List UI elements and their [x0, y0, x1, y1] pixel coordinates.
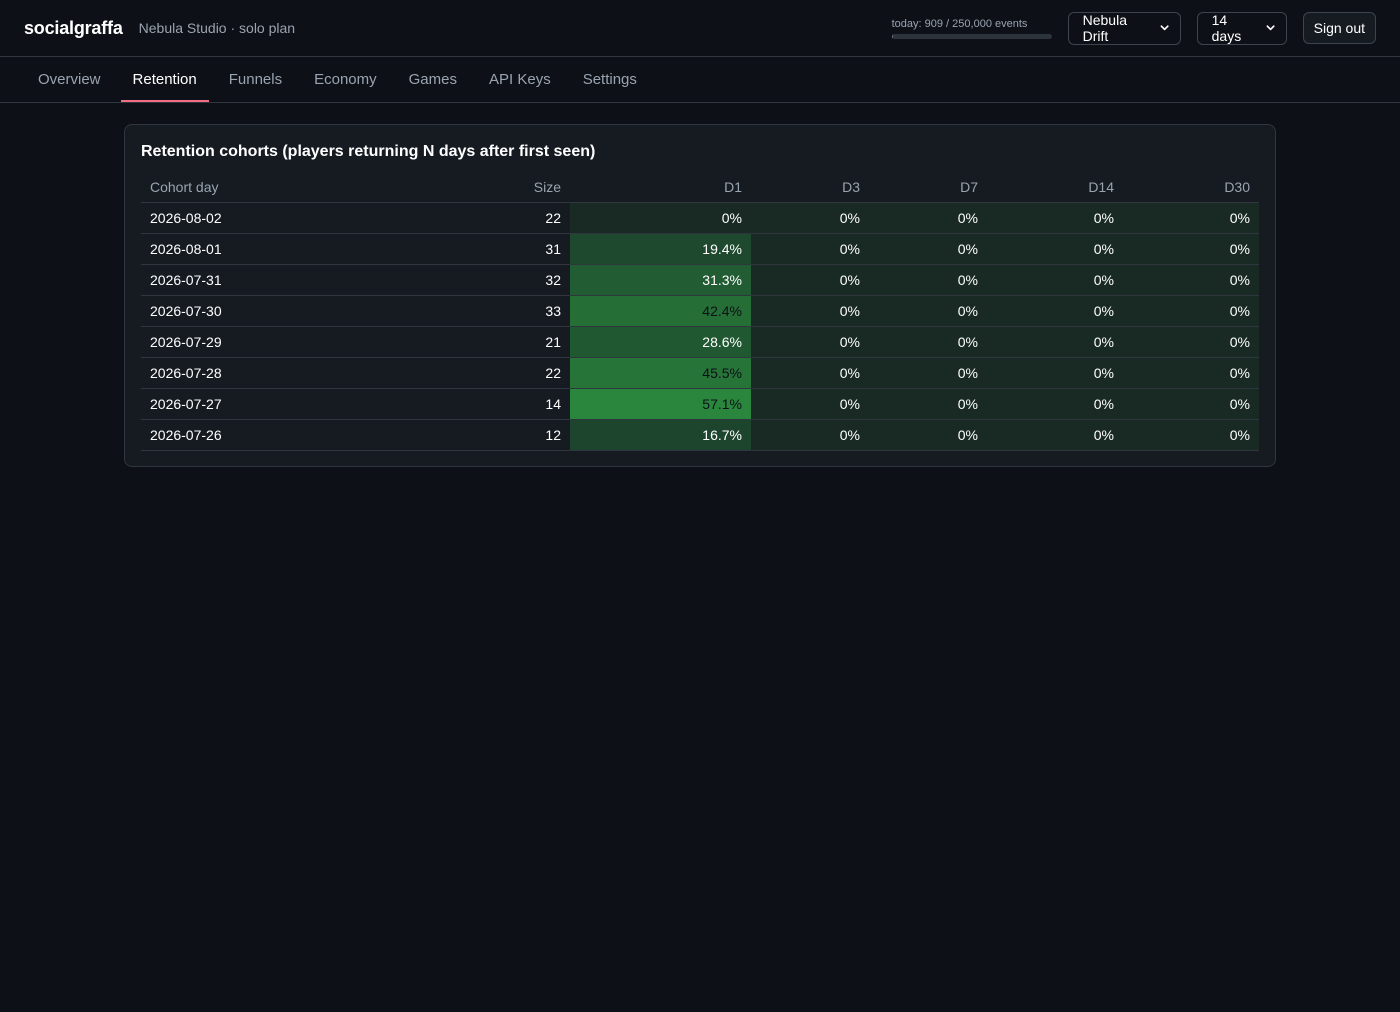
tab-funnels[interactable]: Funnels: [228, 71, 283, 88]
column-header-d30: D30: [1123, 172, 1259, 203]
retention-d1-cell: 57.1%: [570, 388, 751, 420]
retention-d30-cell: 0%: [1123, 233, 1259, 265]
retention-d14-cell: 0%: [987, 295, 1123, 327]
retention-d30-cell: 0%: [1123, 202, 1259, 234]
tab-settings[interactable]: Settings: [582, 71, 637, 88]
retention-d3-cell: 0%: [751, 326, 869, 358]
retention-d14-cell: 0%: [987, 326, 1123, 358]
cohort-size-cell: 22: [481, 202, 570, 234]
cohort-day-cell: 2026-08-02: [141, 202, 481, 234]
retention-table: Cohort day Size D1 D3 D7 D14 D30 2026-08…: [141, 172, 1259, 451]
tab-api-keys[interactable]: API Keys: [489, 71, 551, 88]
retention-d1-cell: 42.4%: [570, 295, 751, 327]
usage-meter: today: 909 / 250,000 events: [891, 17, 1052, 39]
retention-d7-cell: 0%: [869, 233, 987, 265]
retention-d14-cell: 0%: [987, 264, 1123, 296]
table-row: 2026-08-01 31 19.4% 0% 0% 0% 0%: [141, 233, 1259, 265]
cohort-day-cell: 2026-07-30: [141, 295, 481, 327]
column-header-size: Size: [481, 172, 570, 203]
usage-text: today: 909 / 250,000 events: [891, 17, 1028, 30]
cohort-day-cell: 2026-07-28: [141, 357, 481, 389]
table-header-row: Cohort day Size D1 D3 D7 D14 D30: [141, 172, 1259, 203]
tab-overview[interactable]: Overview: [38, 71, 101, 88]
retention-d14-cell: 0%: [987, 357, 1123, 389]
table-row: 2026-07-27 14 57.1% 0% 0% 0% 0%: [141, 388, 1259, 420]
tab-retention[interactable]: Retention: [120, 57, 209, 102]
retention-d3-cell: 0%: [751, 264, 869, 296]
retention-d3-cell: 0%: [751, 202, 869, 234]
chevron-down-icon: [1267, 25, 1276, 31]
column-header-d7: D7: [869, 172, 987, 203]
retention-table-body: 2026-08-02 22 0% 0% 0% 0% 0% 2026-08-01 31 19.4% 0…: [141, 202, 1259, 451]
table-row: 2026-07-28 22 45.5% 0% 0% 0% 0%: [141, 357, 1259, 389]
usage-track: [891, 33, 1052, 39]
cohort-day-cell: 2026-08-01: [141, 233, 481, 265]
retention-d7-cell: 0%: [869, 202, 987, 234]
retention-d3-cell: 0%: [751, 357, 869, 389]
column-header-d3: D3: [751, 172, 869, 203]
retention-d14-cell: 0%: [987, 233, 1123, 265]
nav-tabs: Overview Retention Funnels Economy Games…: [0, 57, 1400, 103]
retention-d3-cell: 0%: [751, 233, 869, 265]
retention-d30-cell: 0%: [1123, 357, 1259, 389]
retention-d14-cell: 0%: [987, 419, 1123, 451]
cohort-size-cell: 21: [481, 326, 570, 358]
date-range-select-value: 14 days: [1211, 12, 1242, 44]
cohort-size-cell: 12: [481, 419, 570, 451]
retention-d1-cell: 16.7%: [570, 419, 751, 451]
tab-economy[interactable]: Economy: [314, 71, 377, 88]
table-row: 2026-07-29 21 28.6% 0% 0% 0% 0%: [141, 326, 1259, 358]
usage-fill: [891, 33, 893, 39]
cohort-size-cell: 22: [481, 357, 570, 389]
retention-d30-cell: 0%: [1123, 295, 1259, 327]
card-title: Retention cohorts (players returning N d…: [141, 143, 596, 160]
table-row: 2026-07-31 32 31.3% 0% 0% 0% 0%: [141, 264, 1259, 296]
table-row: 2026-07-26 12 16.7% 0% 0% 0% 0%: [141, 419, 1259, 451]
retention-d14-cell: 0%: [987, 388, 1123, 420]
retention-d7-cell: 0%: [869, 388, 987, 420]
cohort-day-cell: 2026-07-29: [141, 326, 481, 358]
retention-d7-cell: 0%: [869, 326, 987, 358]
brand-logo[interactable]: socialgraffa: [24, 17, 123, 38]
cohort-size-cell: 31: [481, 233, 570, 265]
retention-d30-cell: 0%: [1123, 419, 1259, 451]
cohort-size-cell: 32: [481, 264, 570, 296]
retention-card: Retention cohorts (players returning N d…: [124, 124, 1276, 467]
top-bar: socialgraffa Nebula Studio · solo plan t…: [0, 0, 1400, 57]
retention-d14-cell: 0%: [987, 202, 1123, 234]
column-header-d1: D1: [570, 172, 751, 203]
retention-d7-cell: 0%: [869, 357, 987, 389]
cohort-size-cell: 14: [481, 388, 570, 420]
retention-d7-cell: 0%: [869, 419, 987, 451]
retention-d30-cell: 0%: [1123, 264, 1259, 296]
retention-d1-cell: 45.5%: [570, 357, 751, 389]
tab-games[interactable]: Games: [408, 71, 457, 88]
retention-d30-cell: 0%: [1123, 326, 1259, 358]
retention-d7-cell: 0%: [869, 264, 987, 296]
retention-d3-cell: 0%: [751, 419, 869, 451]
retention-d30-cell: 0%: [1123, 388, 1259, 420]
retention-d1-cell: 0%: [570, 202, 751, 234]
column-header-cohort-day: Cohort day: [141, 172, 481, 203]
table-row: 2026-08-02 22 0% 0% 0% 0% 0%: [141, 202, 1259, 234]
game-select[interactable]: Nebula Drift: [1067, 11, 1181, 45]
org-plan-label: Nebula Studio · solo plan: [138, 20, 296, 36]
chevron-down-icon: [1161, 25, 1170, 31]
retention-d7-cell: 0%: [869, 295, 987, 327]
sign-out-button[interactable]: Sign out: [1302, 12, 1376, 44]
game-select-value: Nebula Drift: [1082, 12, 1127, 44]
cohort-size-cell: 33: [481, 295, 570, 327]
retention-d1-cell: 31.3%: [570, 264, 751, 296]
cohort-day-cell: 2026-07-31: [141, 264, 481, 296]
column-header-d14: D14: [987, 172, 1123, 203]
cohort-day-cell: 2026-07-26: [141, 419, 481, 451]
date-range-select[interactable]: 14 days: [1196, 11, 1287, 45]
cohort-day-cell: 2026-07-27: [141, 388, 481, 420]
retention-d3-cell: 0%: [751, 388, 869, 420]
table-row: 2026-07-30 33 42.4% 0% 0% 0% 0%: [141, 295, 1259, 327]
retention-d1-cell: 19.4%: [570, 233, 751, 265]
retention-d3-cell: 0%: [751, 295, 869, 327]
retention-d1-cell: 28.6%: [570, 326, 751, 358]
